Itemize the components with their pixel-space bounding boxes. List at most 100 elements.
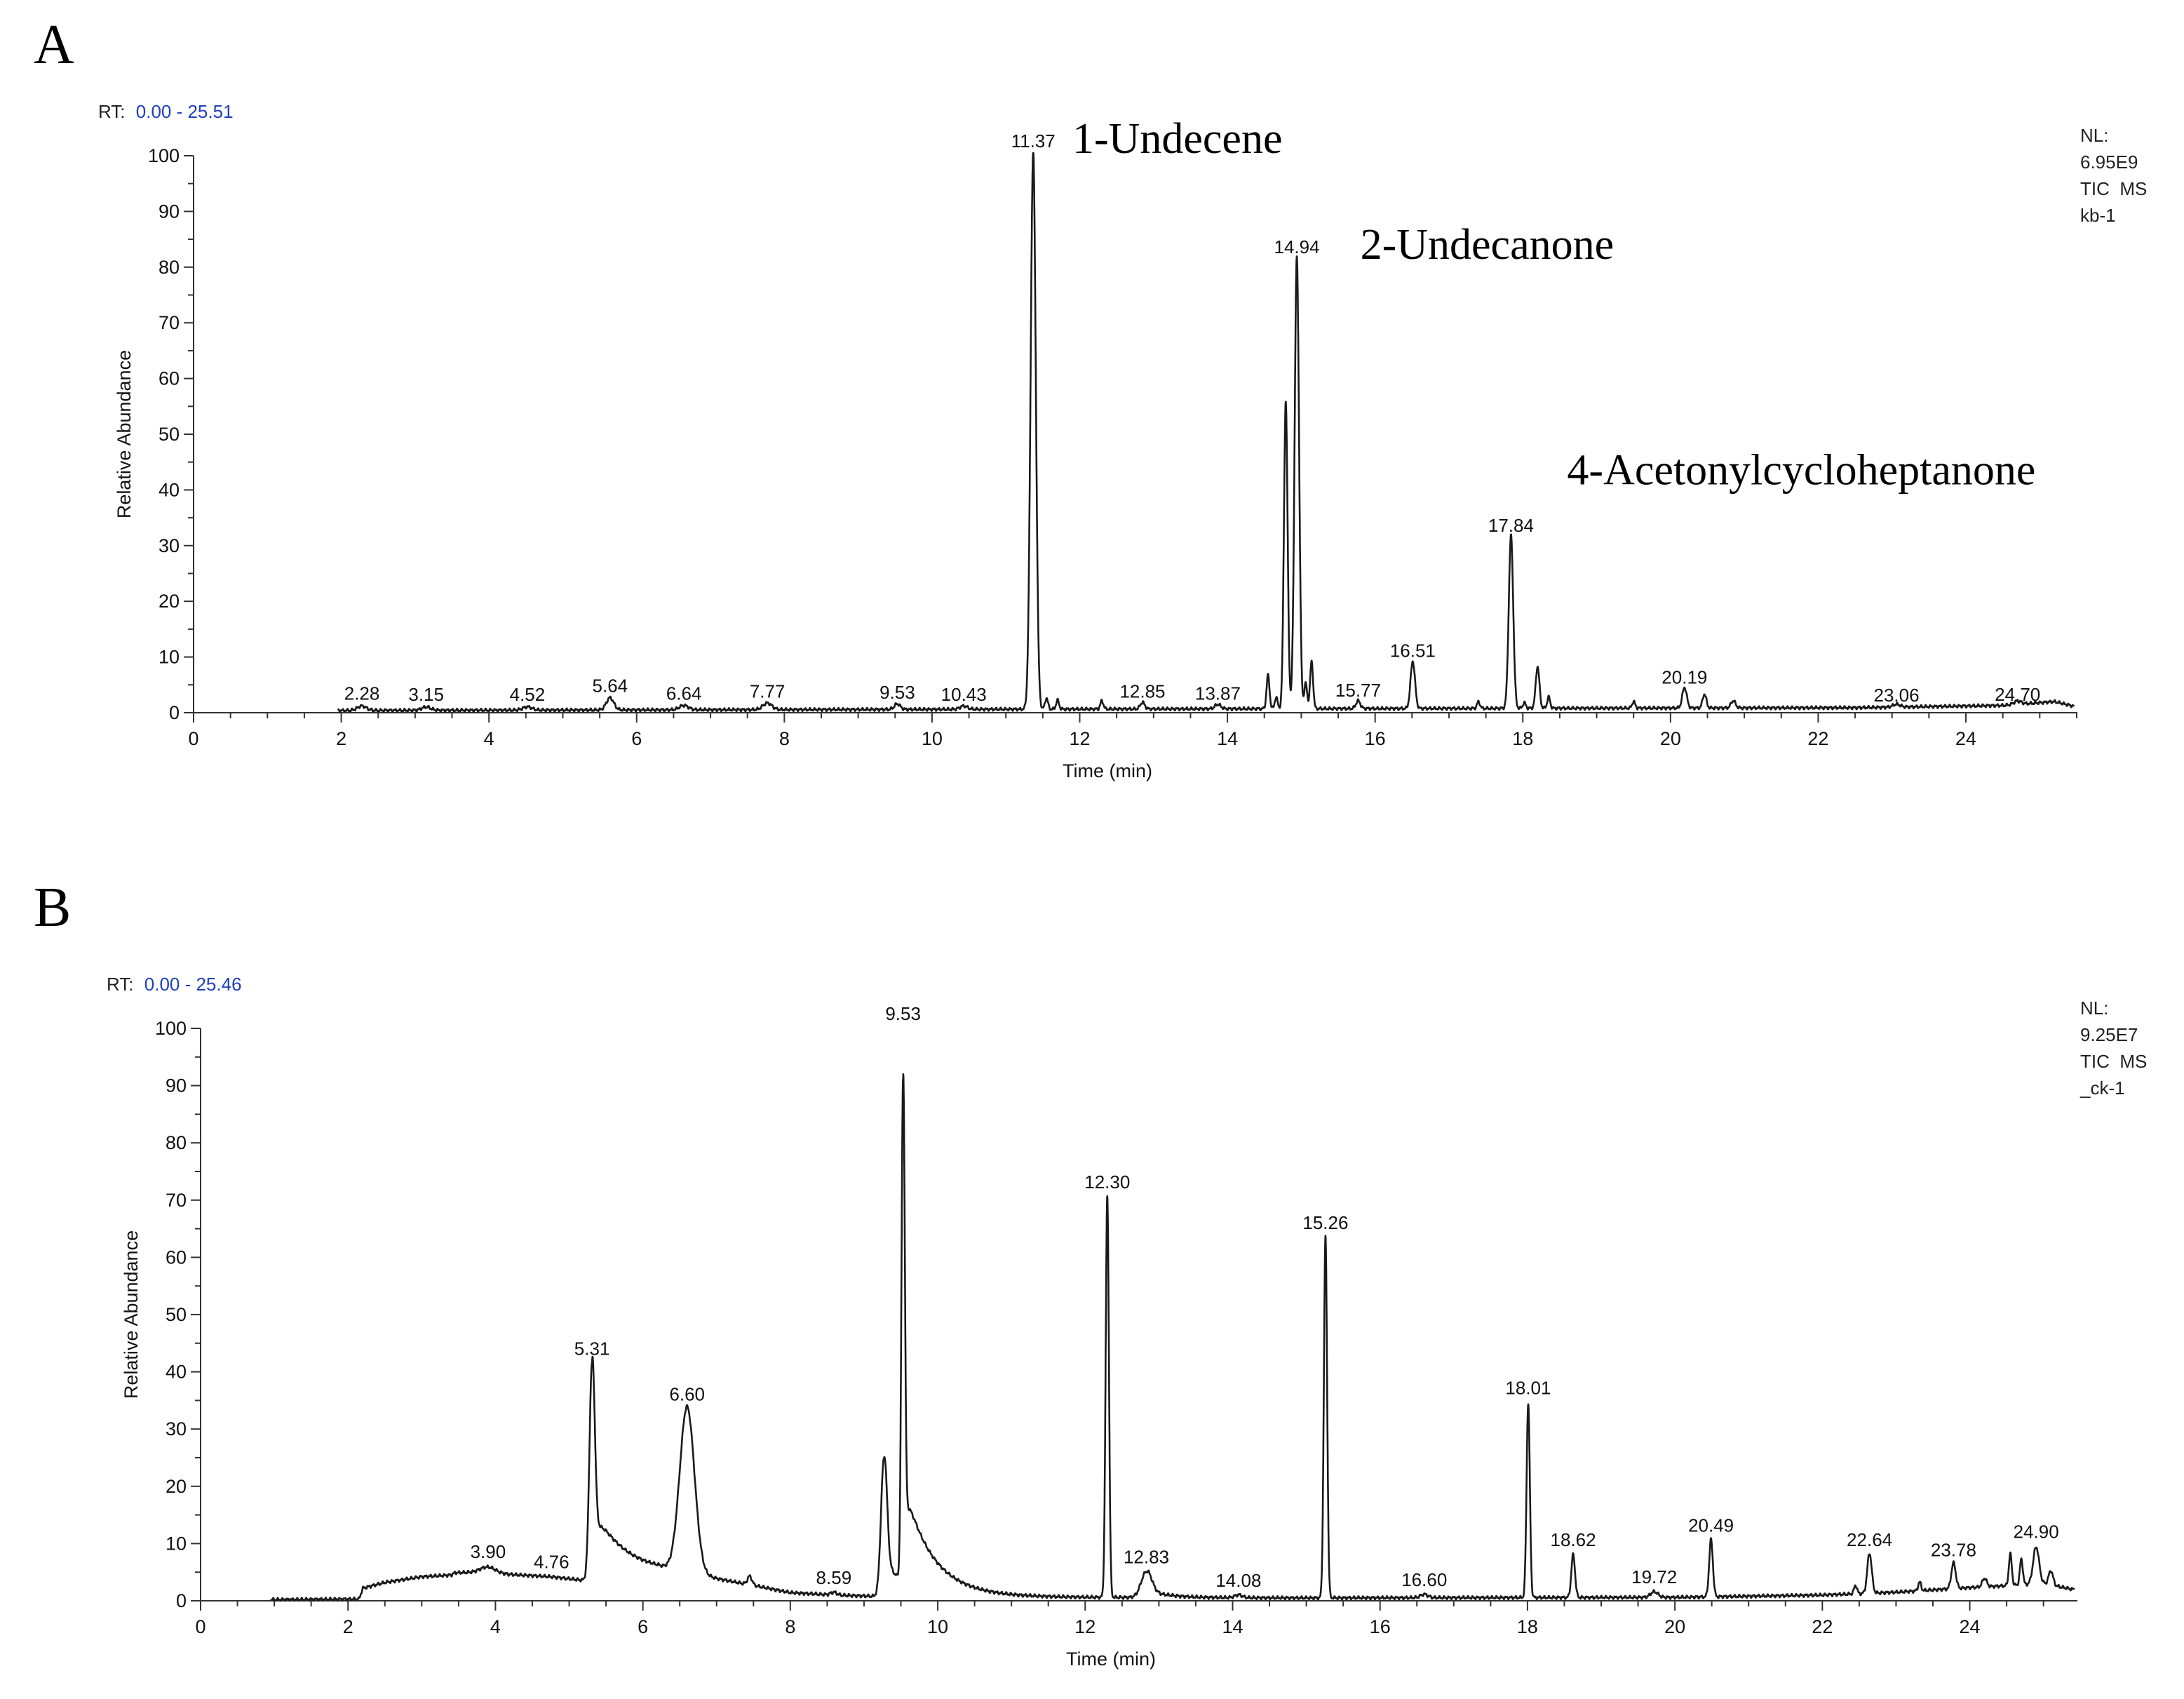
peak-rt-label: 9.53 <box>879 682 915 703</box>
peak-rt-label: 22.64 <box>1847 1529 1892 1550</box>
peak-rt-label: 15.26 <box>1302 1212 1348 1233</box>
peak-rt-label: 8.59 <box>816 1567 852 1588</box>
y-tick-label: 20 <box>166 1476 187 1497</box>
x-tick-label: 2 <box>343 1616 353 1637</box>
y-tick-label: 100 <box>148 145 180 166</box>
x-tick-label: 24 <box>1955 728 1976 749</box>
rt-range-a: RT: 0.00 - 25.51 <box>98 101 234 122</box>
y-tick-label: 20 <box>159 591 180 612</box>
rt-prefix-b: RT: <box>107 974 134 995</box>
rt-range-b: RT: 0.00 - 25.46 <box>107 974 242 995</box>
y-tick-label: 10 <box>159 647 180 668</box>
peak-rt-label: 17.84 <box>1488 515 1534 536</box>
panel-letter-b: B <box>34 877 71 939</box>
nl-file-b: _ck-1 <box>2079 1077 2125 1099</box>
nl-value-b: 9.25E7 <box>2080 1024 2138 1045</box>
x-tick-label: 4 <box>484 728 494 749</box>
x-tick-label: 18 <box>1517 1616 1538 1637</box>
nl-block-b: NL: 9.25E7 TIC MS _ck-1 <box>2079 998 2147 1099</box>
chromatogram-b: 0 2 4 6 8 10 12 14 16 18 20 22 240102030405060708090… <box>121 1003 2077 1670</box>
x-tick-label: 8 <box>785 1616 795 1637</box>
x-tick-label: 20 <box>1664 1616 1685 1637</box>
x-tick-label: 6 <box>638 1616 648 1637</box>
peak-rt-label: 23.06 <box>1873 685 1919 706</box>
y-tick-label: 0 <box>169 702 180 723</box>
y-tick-label: 70 <box>166 1190 187 1211</box>
peak-rt-label: 4.76 <box>534 1552 569 1573</box>
y-tick-label: 100 <box>155 1018 187 1039</box>
y-tick-label: 80 <box>166 1132 187 1153</box>
peak-rt-label: 24.70 <box>1995 684 2040 705</box>
y-tick-label: 0 <box>176 1590 187 1611</box>
y-tick-label: 10 <box>166 1533 187 1554</box>
peak-rt-label: 18.62 <box>1551 1529 1596 1550</box>
rt-value-b: 0.00 - 25.46 <box>144 974 242 995</box>
peak-rt-label: 3.15 <box>408 684 444 705</box>
x-tick-label: 18 <box>1512 728 1533 749</box>
compound-label: 1-Undecene <box>1072 115 1283 163</box>
compound-label: 4-Acetonylcycloheptanone <box>1567 446 2035 494</box>
peak-rt-label: 4.52 <box>510 684 546 705</box>
x-tick-label: 16 <box>1370 1616 1391 1637</box>
peak-rt-label: 11.37 <box>1011 130 1056 152</box>
peak-rt-label: 12.83 <box>1124 1546 1169 1567</box>
peak-rt-label: 2.28 <box>344 683 380 704</box>
x-tick-label: 0 <box>195 1616 205 1637</box>
tic-trace <box>270 1073 2075 1602</box>
x-tick-label: 0 <box>188 728 198 749</box>
peak-rt-label: 5.31 <box>574 1338 610 1359</box>
peak-rt-label: 16.60 <box>1401 1569 1447 1590</box>
peak-rt-label: 9.53 <box>885 1003 921 1024</box>
x-tick-label: 6 <box>631 728 642 749</box>
x-tick-label: 22 <box>1812 1616 1833 1637</box>
x-tick-label: 16 <box>1365 728 1386 749</box>
x-tick-label: 8 <box>779 728 790 749</box>
nl-block-a: NL: 6.95E9 TIC MS kb-1 <box>2080 125 2147 226</box>
peak-rt-label: 6.60 <box>669 1384 705 1405</box>
x-tick-label: 10 <box>927 1616 948 1637</box>
compound-label: 2-Undecanone <box>1361 221 1615 269</box>
y-axis-title: Relative Abundance <box>121 1230 142 1399</box>
peak-rt-label: 12.85 <box>1119 680 1165 701</box>
peak-rt-label: 16.51 <box>1390 640 1436 662</box>
y-tick-label: 60 <box>166 1247 187 1268</box>
peak-rt-label: 6.64 <box>666 683 702 704</box>
peak-rt-label: 12.30 <box>1084 1171 1130 1193</box>
peak-rt-label: 20.19 <box>1661 667 1707 688</box>
nl-label-b: NL: <box>2080 998 2108 1019</box>
y-tick-label: 80 <box>159 257 180 278</box>
y-tick-label: 40 <box>159 479 180 500</box>
y-tick-label: 30 <box>166 1418 187 1439</box>
x-tick-label: 20 <box>1660 728 1681 749</box>
x-tick-label: 14 <box>1222 1616 1243 1637</box>
x-axis-title: Time (min) <box>1066 1648 1156 1670</box>
x-tick-label: 4 <box>490 1616 501 1637</box>
peak-rt-label: 18.01 <box>1505 1378 1551 1399</box>
peak-rt-label: 5.64 <box>593 676 628 697</box>
peak-rt-label: 14.94 <box>1274 236 1320 257</box>
peak-rt-label: 24.90 <box>2014 1521 2059 1542</box>
y-tick-label: 50 <box>159 424 180 445</box>
chromatogram-a: 0 2 4 6 8 10 12 14 16 18 20 22 240102030405060708090… <box>114 115 2077 781</box>
nl-file-a: kb-1 <box>2080 205 2116 226</box>
x-tick-label: 2 <box>336 728 346 749</box>
peak-rt-label: 19.72 <box>1631 1566 1677 1587</box>
y-tick-label: 30 <box>159 535 180 556</box>
x-tick-label: 14 <box>1217 728 1238 749</box>
nl-scan-b: TIC MS <box>2080 1051 2147 1072</box>
nl-scan-a: TIC MS <box>2080 178 2147 199</box>
y-tick-label: 40 <box>166 1362 187 1383</box>
x-tick-label: 12 <box>1069 728 1090 749</box>
x-axis-title: Time (min) <box>1063 760 1152 781</box>
x-tick-label: 10 <box>922 728 943 749</box>
rt-prefix-a: RT: <box>98 101 126 122</box>
tic-trace <box>337 152 2075 713</box>
nl-label-a: NL: <box>2080 125 2108 146</box>
peak-rt-label: 13.87 <box>1195 683 1241 704</box>
y-tick-label: 70 <box>159 312 180 333</box>
x-tick-label: 24 <box>1960 1616 1981 1637</box>
y-tick-label: 50 <box>166 1304 187 1325</box>
x-tick-label: 22 <box>1807 728 1828 749</box>
peak-rt-label: 15.77 <box>1335 680 1381 701</box>
